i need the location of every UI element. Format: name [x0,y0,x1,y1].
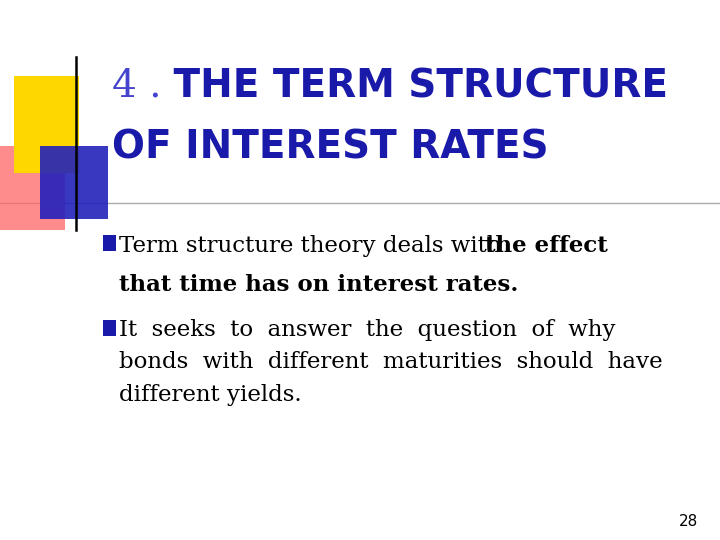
Bar [40,146,108,219]
Bar [14,76,79,173]
Text: different yields.: different yields. [119,384,302,407]
Text: Term structure theory deals with: Term structure theory deals with [119,235,508,257]
Bar [0,146,65,230]
Text: OF INTEREST RATES: OF INTEREST RATES [112,129,548,166]
Text: THE TERM STRUCTURE: THE TERM STRUCTURE [160,68,668,105]
Bar [103,320,116,336]
Text: 4 .: 4 . [112,68,161,105]
Text: It  seeks  to  answer  the  question  of  why: It seeks to answer the question of why [119,319,616,341]
Text: the effect: the effect [485,235,607,257]
Bar [103,235,116,251]
Text: 28: 28 [679,514,698,529]
Text: bonds  with  different  maturities  should  have: bonds with different maturities should h… [119,351,662,373]
Text: that time has on interest rates.: that time has on interest rates. [119,274,518,296]
